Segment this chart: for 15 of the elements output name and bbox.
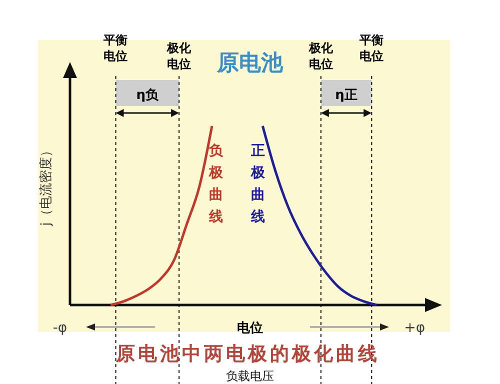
text: 极化电位 [166,40,192,72]
text: 负载电压 [226,369,274,383]
text: η负 [136,88,160,103]
series-label: 负极曲线 [208,143,224,225]
text: 平衡电位 [102,32,129,64]
text: 平衡电位 [358,32,385,64]
text: η正 [335,88,358,103]
x-tick-label: -φ [52,320,68,336]
y-axis-title: j（电流密度） [38,144,54,227]
series-label: 正极曲线 [250,143,266,225]
chart-title: 原电池 [216,51,284,76]
text: 原电池中两电极的极化曲线 [115,343,380,365]
x-tick-label: +φ [404,320,426,336]
text: 极化电位 [308,40,334,72]
x-axis-title: 电位 [237,321,263,336]
